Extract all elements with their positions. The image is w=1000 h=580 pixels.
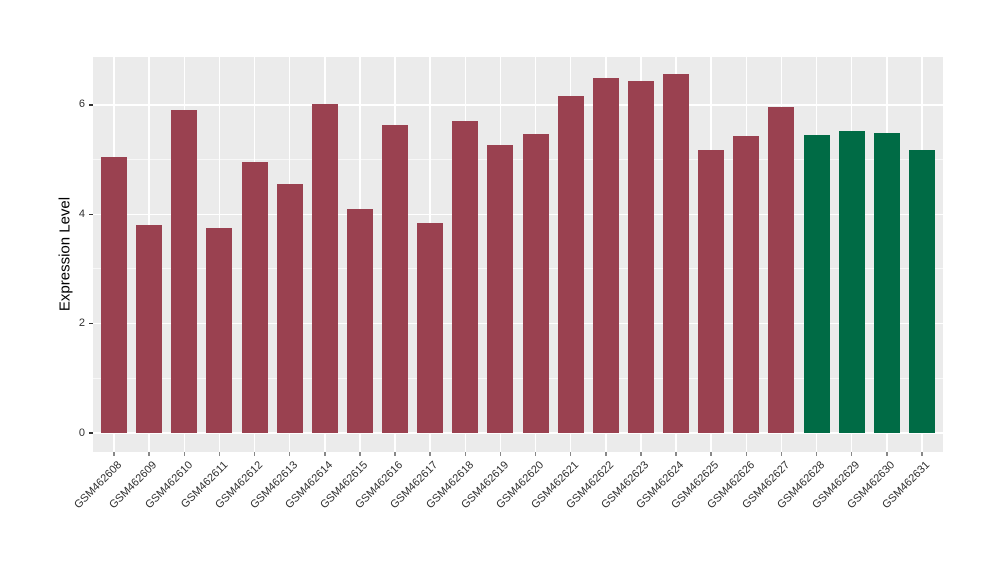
bar-GSM462616 (382, 125, 409, 433)
gridline-minor (93, 268, 943, 270)
x-tick-mark (745, 452, 748, 456)
y-tick-mark (89, 432, 93, 434)
bar-GSM462620 (522, 133, 549, 433)
x-tick-mark (324, 452, 326, 456)
y-tick-mark (89, 213, 93, 216)
bar-GSM462619 (487, 144, 514, 433)
x-tick-mark (429, 452, 431, 456)
x-tick-mark (710, 452, 712, 456)
bar-GSM462611 (206, 227, 233, 433)
x-tick-mark (675, 452, 677, 456)
bar-GSM462609 (136, 225, 163, 433)
x-tick-mark (394, 452, 396, 456)
bar-GSM462612 (241, 162, 268, 433)
bar-GSM462631 (908, 150, 935, 433)
bar-GSM462626 (733, 136, 760, 433)
x-tick-mark (183, 452, 186, 456)
bar-GSM462618 (452, 121, 479, 433)
bar-GSM462614 (311, 103, 338, 433)
x-tick-mark (886, 452, 888, 456)
gridline-minor (93, 159, 943, 161)
bar-GSM462628 (803, 135, 830, 433)
x-tick-mark (359, 452, 361, 456)
x-tick-mark (288, 452, 291, 456)
x-tick-mark (780, 452, 783, 456)
x-tick-mark (640, 452, 642, 456)
bar-GSM462629 (838, 130, 865, 433)
gridline-minor (93, 377, 943, 379)
plot-panel (93, 57, 943, 452)
bar-GSM462630 (873, 133, 900, 433)
bar-GSM462621 (557, 95, 584, 433)
x-tick-mark (253, 452, 256, 456)
bar-GSM462622 (592, 77, 619, 433)
bar-GSM462610 (171, 110, 198, 433)
x-tick-mark (921, 452, 923, 456)
x-tick-mark (218, 452, 221, 456)
bar-GSM462624 (663, 74, 690, 433)
x-tick-mark (464, 452, 467, 456)
bar-GSM462627 (768, 106, 795, 433)
x-tick-mark (148, 452, 150, 456)
y-tick-label: 0 (78, 426, 85, 439)
bar-GSM462615 (346, 208, 373, 433)
y-tick-label: 6 (78, 98, 85, 111)
bar-GSM462623 (627, 80, 654, 433)
x-tick-mark (569, 452, 572, 456)
x-tick-mark (850, 452, 853, 456)
x-tick-mark (499, 452, 502, 456)
bar-GSM462625 (698, 149, 725, 433)
bar-GSM462608 (101, 156, 128, 433)
x-tick-mark (534, 452, 537, 456)
gridline-major (93, 322, 943, 325)
x-tick-mark (113, 452, 115, 456)
bar-GSM462617 (417, 222, 444, 433)
y-tick-mark (89, 322, 93, 325)
x-tick-mark (605, 452, 607, 456)
y-tick-label: 4 (78, 207, 85, 220)
y-tick-label: 2 (78, 317, 85, 330)
bar-GSM462613 (276, 184, 303, 433)
gridline-major (93, 432, 943, 434)
x-tick-mark (815, 452, 818, 456)
gridline-major (93, 213, 943, 216)
gridline-major (93, 104, 943, 106)
y-tick-mark (89, 104, 93, 106)
